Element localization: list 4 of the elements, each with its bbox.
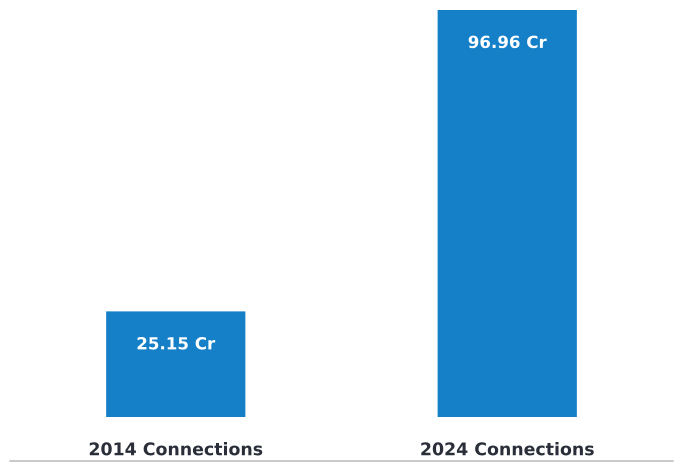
x-tick-label: 2024 Connections xyxy=(421,442,594,456)
data-label: 96.96 Cr xyxy=(468,36,547,48)
data-label: 25.15 Cr xyxy=(138,336,216,350)
x-tick-label: 2014 Connections xyxy=(90,442,262,456)
